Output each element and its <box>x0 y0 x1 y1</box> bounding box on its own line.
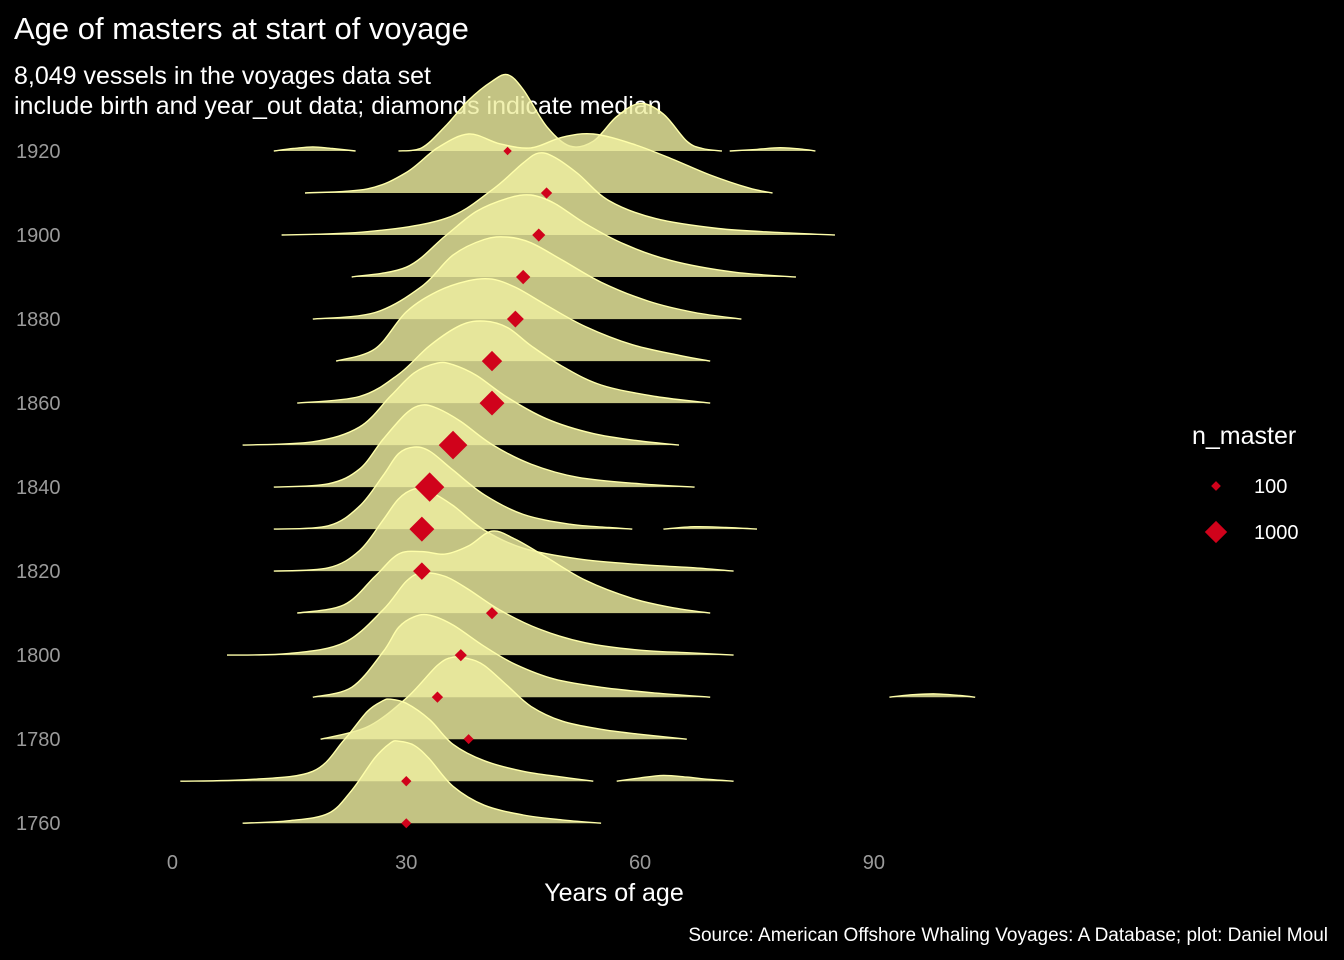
legend-label-100: 100 <box>1254 476 1287 498</box>
ridge-fill-1840-0 <box>273 404 695 488</box>
legend-key-100 <box>1211 481 1221 491</box>
ridge-fill-1790-1 <box>889 693 976 698</box>
ridge-fill-1800-0 <box>227 572 734 656</box>
median-marker-1790 <box>431 691 444 703</box>
ridge-outline-1920-2 <box>729 146 816 152</box>
ridge-outline-1860-0 <box>297 320 711 404</box>
median-marker-1850 <box>438 430 468 460</box>
y-tick-label-1760: 1760 <box>16 813 61 835</box>
legend-title: n_master <box>1192 422 1296 450</box>
ridge-fill-1830-0 <box>273 447 633 530</box>
x-axis-label: Years of age <box>544 879 683 907</box>
chart-title: Age of masters at start of voyage <box>14 11 469 46</box>
median-marker-1860 <box>479 390 505 416</box>
median-marker-1840 <box>414 472 445 502</box>
ridge-fill-1820-0 <box>273 488 734 572</box>
legend-key-1000 <box>1204 520 1228 544</box>
ridge-outline-1810-0 <box>297 530 711 614</box>
median-marker-1770 <box>401 776 412 787</box>
ridge-outline-1850-0 <box>242 361 680 446</box>
x-tick-label-90: 90 <box>863 852 885 874</box>
median-marker-1910 <box>540 187 553 199</box>
ridge-outline-1770-0 <box>180 698 594 782</box>
legend-entries: 100 1000 <box>1204 476 1299 544</box>
y-tick-label-1780: 1780 <box>16 729 61 751</box>
ridge-outline-1790-1 <box>889 693 976 698</box>
median-marker-1870 <box>481 350 503 372</box>
x-tick-label-60: 60 <box>629 852 651 874</box>
chart-caption: Source: American Offshore Whaling Voyage… <box>688 925 1328 946</box>
median-marker-1780 <box>463 734 474 745</box>
ridge-fill-1770-0 <box>180 698 594 782</box>
median-markers <box>401 146 553 829</box>
median-marker-1810 <box>485 607 499 620</box>
legend: n_master 100 1000 <box>1192 422 1299 544</box>
ridge-outline-1870-0 <box>335 277 711 362</box>
y-tick-label-1860: 1860 <box>16 393 61 415</box>
x-tick-label-0: 0 <box>167 852 178 874</box>
y-axis-tick-labels: 1760 1780 1800 1820 1840 1860 1880 1900 1920 <box>16 141 61 835</box>
ridge-fill-1790-0 <box>312 614 711 698</box>
ridge-fill-1760-0 <box>242 740 602 824</box>
ridge-outline-1830-0 <box>273 446 633 530</box>
ridge-outline-1830-1 <box>663 525 758 530</box>
y-tick-label-1820: 1820 <box>16 561 61 583</box>
ridge-outline-1840-0 <box>273 404 695 488</box>
ridge-outline-1920-0 <box>273 146 356 152</box>
x-axis-tick-labels: 0 30 60 90 <box>167 852 885 874</box>
median-marker-1820 <box>413 562 431 580</box>
ridge-outline-1770-1 <box>616 774 734 782</box>
median-marker-1800 <box>454 649 467 662</box>
ridge-outline-1780-0 <box>320 656 687 740</box>
ridge-fill-1860-0 <box>297 320 711 404</box>
median-marker-1880 <box>506 310 524 328</box>
ridge-fill-1850-0 <box>242 362 679 446</box>
median-marker-1920 <box>503 146 512 156</box>
ridge-outline-1790-0 <box>312 613 711 698</box>
ridges <box>180 73 976 824</box>
legend-label-1000: 1000 <box>1254 522 1299 544</box>
chart-subtitle-line-2: include birth and year_out data; diamond… <box>14 92 662 120</box>
median-marker-1830 <box>409 516 435 542</box>
ridge-outline-1900-0 <box>281 152 835 236</box>
ridge-outline-1890-0 <box>351 194 796 278</box>
ridge-outline-1820-0 <box>273 487 734 572</box>
ridge-outline-1910-0 <box>304 133 773 194</box>
median-marker-1900 <box>532 228 546 242</box>
ridge-fill-1900-0 <box>281 152 835 235</box>
ridge-outline-1760-0 <box>242 740 602 824</box>
ridge-fill-1770-1 <box>616 775 734 782</box>
y-tick-label-1900: 1900 <box>16 225 61 247</box>
y-tick-label-1800: 1800 <box>16 645 61 667</box>
ridge-outline-1800-0 <box>226 572 734 656</box>
median-marker-1890 <box>516 269 531 285</box>
ridge-outline-1880-0 <box>312 236 742 320</box>
x-tick-label-30: 30 <box>395 852 417 874</box>
ridge-fill-1920-0 <box>273 146 356 151</box>
ridge-fill-1870-0 <box>336 278 711 362</box>
y-tick-label-1880: 1880 <box>16 309 61 331</box>
median-marker-1760 <box>401 818 412 829</box>
chart-subtitle-line-1: 8,049 vessels in the voyages data set <box>14 62 431 90</box>
ridge-fill-1920-1 <box>398 74 722 151</box>
y-tick-label-1920: 1920 <box>16 141 61 163</box>
y-tick-label-1840: 1840 <box>16 477 61 499</box>
